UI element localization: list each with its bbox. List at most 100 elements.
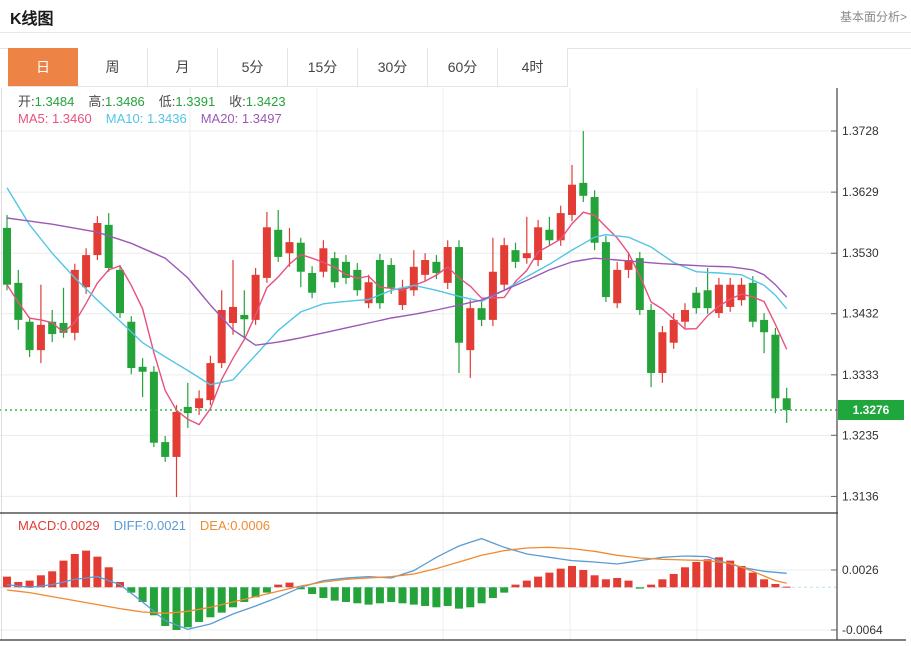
ma5-line: [6, 211, 788, 426]
candle-body: [70, 269, 79, 333]
tab-week[interactable]: 周: [78, 48, 148, 86]
macd-bar: [149, 587, 158, 616]
candle-body: [48, 321, 57, 335]
candle-body: [251, 274, 260, 320]
macd-bar: [601, 579, 610, 588]
macd-bar: [161, 587, 170, 626]
candle-body: [771, 334, 780, 399]
price-axis-label: 1.3728: [842, 124, 879, 138]
macd-bar: [714, 557, 723, 588]
candle-body: [432, 261, 441, 273]
tab-4hour[interactable]: 4时: [498, 48, 568, 86]
price-axis-label: 1.3333: [842, 368, 879, 382]
candle-body: [161, 442, 170, 457]
macd-bar: [206, 587, 215, 618]
macd-bar: [613, 577, 622, 588]
macd-bar: [421, 587, 430, 606]
candle-body: [409, 266, 418, 291]
candle-body: [149, 371, 158, 443]
macd-bar: [771, 583, 780, 588]
tab-30min[interactable]: 30分: [358, 48, 428, 86]
ma10-line: [6, 187, 788, 386]
macd-bar: [511, 584, 520, 588]
macd-bar: [635, 587, 644, 589]
candle-body: [116, 269, 124, 314]
macd-bar: [669, 573, 678, 588]
macd-bar: [3, 576, 11, 588]
current-price-badge: [838, 400, 904, 421]
macd-bar: [229, 587, 237, 608]
candle-body: [726, 284, 735, 307]
macd-bar: [760, 579, 769, 588]
candle-body: [172, 411, 181, 457]
macd-bar: [195, 587, 204, 622]
candle-body: [477, 308, 486, 320]
fundamental-analysis-link[interactable]: 基本面分析>: [839, 10, 907, 24]
macd-bar: [782, 586, 791, 588]
candle-body: [714, 284, 723, 314]
title-divider: [0, 32, 911, 33]
macd-bar: [138, 587, 147, 602]
macd-bar: [522, 580, 531, 588]
candle-body: [748, 282, 757, 322]
tab-5min[interactable]: 5分: [218, 48, 288, 86]
macd-bar: [274, 584, 283, 588]
price-axis-label: 1.3136: [842, 489, 879, 503]
candle-body: [93, 222, 102, 256]
tab-month[interactable]: 月: [148, 48, 218, 86]
macd-bar: [579, 569, 588, 588]
macd-bar: [296, 587, 305, 590]
macd-bar: [217, 587, 226, 613]
candle-body: [183, 406, 192, 414]
candle-body: [522, 253, 531, 259]
macd-bar: [183, 587, 192, 628]
candle-body: [601, 242, 610, 298]
macd-bar: [330, 587, 339, 601]
candle-body: [25, 321, 34, 351]
macd-bar: [432, 587, 441, 608]
candle-body: [229, 306, 237, 323]
candle-body: [692, 292, 701, 309]
macd-bar: [375, 587, 384, 604]
candle-body: [556, 213, 565, 241]
candle-body: [206, 363, 215, 401]
tab-day[interactable]: 日: [8, 48, 78, 86]
candle-body: [760, 319, 769, 333]
tab-60min[interactable]: 60分: [428, 48, 498, 86]
macd-bar: [342, 587, 350, 602]
macd-bar: [466, 587, 475, 608]
macd-bar: [545, 572, 554, 588]
macd-bar: [251, 587, 260, 598]
macd-bar: [36, 575, 45, 588]
macd-bar: [14, 581, 23, 588]
candle-body: [138, 366, 147, 372]
macd-bar: [568, 565, 576, 588]
current-price-badge-label: 1.3276: [853, 403, 890, 417]
price-axis-label: 1.3629: [842, 185, 879, 199]
macd-bar: [443, 587, 452, 606]
macd-bar: [70, 553, 79, 588]
macd-bar: [172, 587, 181, 630]
ma20-line: [6, 217, 788, 346]
candle-body: [534, 227, 543, 261]
candle-body: [375, 260, 384, 304]
macd-bar: [534, 576, 543, 588]
tab-15min[interactable]: 15分: [288, 48, 358, 86]
dea-line: [6, 546, 787, 614]
price-axis-label: 1.3432: [842, 307, 879, 321]
macd-bar: [104, 567, 113, 588]
macd-bar: [82, 550, 91, 588]
candle-body: [568, 184, 576, 215]
candle-body: [669, 319, 678, 343]
macd-bar: [556, 568, 565, 588]
macd-axis-label: 0.0026: [842, 563, 879, 577]
candle-body: [285, 242, 294, 254]
candle-body: [421, 260, 430, 275]
macd-bar: [681, 567, 689, 588]
macd-bar: [703, 559, 712, 588]
candle-body: [353, 269, 362, 291]
page-title: K线图: [10, 11, 54, 28]
candle-body: [455, 247, 463, 343]
